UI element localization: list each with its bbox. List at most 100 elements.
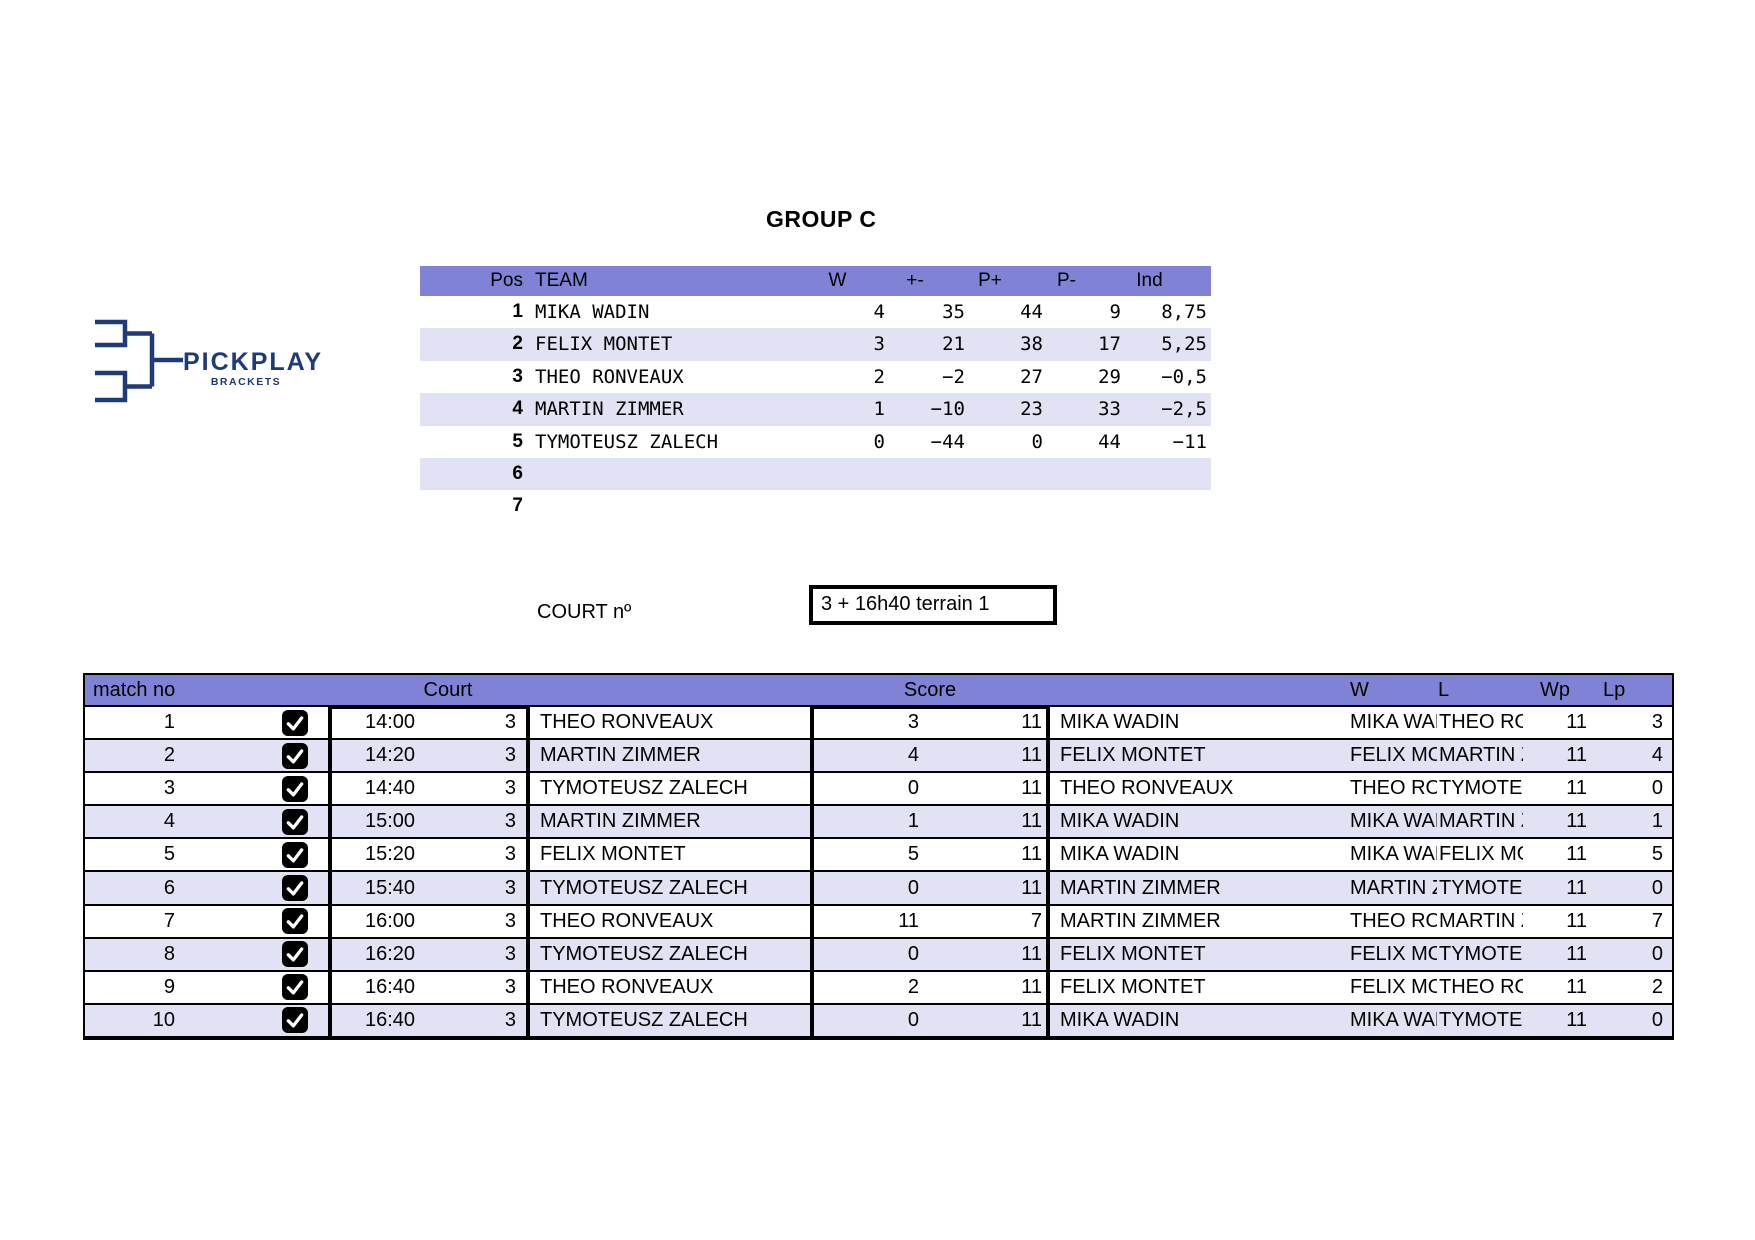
court-number-field[interactable]: 3 + 16h40 terrain 1	[809, 585, 1057, 625]
match-player1: TYMOTEUSZ ZALECH	[540, 942, 748, 965]
standings-plus-minus	[895, 490, 970, 522]
check-icon	[286, 815, 304, 830]
match-score-cell: 0 11	[810, 939, 1050, 970]
match-winner-points: 11	[1566, 843, 1587, 866]
match-player1: THEO RONVEAUX	[540, 909, 714, 932]
standings-header-plus-minus: +-	[906, 270, 924, 291]
match-time: 15:00	[365, 810, 416, 833]
standings-points-for: 44	[1020, 301, 1043, 323]
court-number-label: COURT nº	[537, 601, 632, 623]
match-score-player2: 11	[1021, 975, 1042, 998]
match-loser-name: TYMOTEUSZ ZALECH	[1439, 876, 1523, 899]
match-court-number: 3	[504, 810, 516, 833]
standings-team-name	[525, 458, 815, 490]
standings-plus-minus: −2	[942, 365, 965, 388]
match-player1: THEO RONVEAUX	[540, 975, 714, 998]
match-court-cell: 16:00 3	[328, 906, 530, 937]
match-checkbox-cell	[181, 707, 328, 738]
check-icon	[286, 782, 304, 797]
standings-header-index: Ind	[1136, 270, 1163, 291]
match-played-checkbox[interactable]	[282, 1007, 308, 1034]
match-header-winner: W	[1350, 679, 1369, 701]
match-loser-points: 0	[1651, 1008, 1663, 1031]
match-played-checkbox[interactable]	[282, 808, 308, 835]
match-played-checkbox[interactable]	[282, 742, 308, 769]
match-played-checkbox[interactable]	[282, 974, 308, 1001]
match-number: 5	[163, 843, 175, 866]
match-played-checkbox[interactable]	[282, 841, 308, 868]
match-checkbox-cell	[181, 806, 328, 837]
check-icon	[286, 715, 304, 731]
match-header-match-no: match no	[93, 679, 176, 701]
match-row: 1 14:00 3 THEO RONVEAUX 3 11	[85, 707, 1672, 741]
match-winner-name: MIKA WADIN	[1350, 711, 1437, 734]
match-score-cell: 0 11	[810, 1005, 1050, 1036]
match-score-player1: 2	[907, 975, 919, 998]
standings-header-row: Pos TEAM W +- P+ P- Ind	[420, 266, 1211, 296]
match-loser-points: 0	[1651, 777, 1663, 800]
standings-wins: 3	[873, 333, 885, 356]
match-row: 7 16:00 3 THEO RONVEAUX 11 7	[85, 906, 1672, 939]
standings-points-against: 29	[1098, 365, 1121, 388]
match-played-checkbox[interactable]	[282, 941, 308, 968]
match-time: 16:40	[365, 1008, 416, 1031]
match-row: 3 14:40 3 TYMOTEUSZ ZALECH 0 11	[85, 773, 1672, 807]
standings-row: 5 TYMOTEUSZ ZALECH 0 −44 0 44 −11	[420, 426, 1211, 458]
match-winner-points: 11	[1566, 777, 1587, 800]
standings-points-against	[1045, 458, 1123, 490]
standings-index: 8,75	[1161, 301, 1207, 323]
match-row: 8 16:20 3 TYMOTEUSZ ZALECH 0 11	[85, 938, 1672, 972]
match-winner-name: FELIX MONTET	[1350, 942, 1437, 965]
match-winner-name: THEO RONVEAUX	[1350, 909, 1437, 932]
standings-table: Pos TEAM W +- P+ P- Ind 1 MIKA WADIN 4 3…	[420, 266, 1211, 523]
match-loser-name: THEO RONVEAUX	[1439, 975, 1523, 998]
standings-points-for: 27	[1020, 365, 1043, 388]
match-score-player1: 0	[907, 876, 919, 899]
match-time: 15:20	[365, 843, 416, 866]
standings-header-team: TEAM	[535, 270, 588, 291]
match-loser-name: TYMOTEUSZ ZALECH	[1439, 777, 1523, 800]
match-loser-name: MARTIN ZIMMER	[1439, 744, 1523, 767]
match-winner-name: MIKA WADIN	[1350, 843, 1437, 866]
match-winner-points: 11	[1566, 942, 1587, 965]
standings-row: 7	[420, 490, 1211, 522]
match-court-number: 3	[504, 876, 516, 899]
match-score-player2: 11	[1021, 777, 1042, 800]
standings-index: −11	[1172, 430, 1207, 453]
match-player2: MARTIN ZIMMER	[1060, 876, 1221, 899]
match-played-checkbox[interactable]	[282, 775, 308, 802]
match-time: 15:40	[365, 876, 416, 899]
match-played-checkbox[interactable]	[282, 875, 308, 902]
match-table: match no Court Score W L Wp Lp 1 1	[83, 673, 1674, 1040]
standings-pos: 4	[512, 398, 523, 420]
match-score-player1: 11	[898, 909, 919, 932]
standings-header-pos: Pos	[490, 270, 523, 291]
standings-index	[1123, 458, 1211, 490]
match-court-cell: 14:40 3	[328, 773, 530, 804]
match-played-checkbox[interactable]	[282, 709, 308, 736]
standings-pos: 7	[512, 495, 523, 517]
match-checkbox-cell	[181, 872, 328, 903]
match-winner-points: 11	[1566, 876, 1587, 899]
match-loser-name: FELIX MONTET	[1439, 843, 1523, 866]
match-court-cell: 16:40 3	[328, 972, 530, 1003]
match-row: 10 16:40 3 TYMOTEUSZ ZALECH 0 11	[85, 1004, 1672, 1038]
match-score-player2: 7	[1030, 909, 1042, 932]
match-score-cell: 4 11	[810, 740, 1050, 771]
match-table-header-row: match no Court Score W L Wp Lp	[85, 675, 1672, 707]
match-court-number: 3	[504, 777, 516, 800]
match-court-number: 3	[504, 1008, 516, 1031]
match-number: 6	[163, 876, 175, 899]
match-number: 8	[163, 942, 175, 965]
match-time: 14:00	[365, 711, 416, 734]
match-player2: FELIX MONTET	[1060, 975, 1206, 998]
standings-plus-minus: 35	[942, 301, 965, 323]
check-icon	[286, 980, 304, 995]
match-score-player2: 11	[1021, 876, 1042, 899]
standings-header-points-for: P+	[978, 270, 1002, 291]
standings-team-name: FELIX MONTET	[535, 333, 673, 356]
match-played-checkbox[interactable]	[282, 908, 308, 935]
match-loser-points: 5	[1651, 843, 1663, 866]
match-header-winner-points: Wp	[1540, 679, 1570, 701]
standings-wins: 0	[873, 430, 885, 453]
